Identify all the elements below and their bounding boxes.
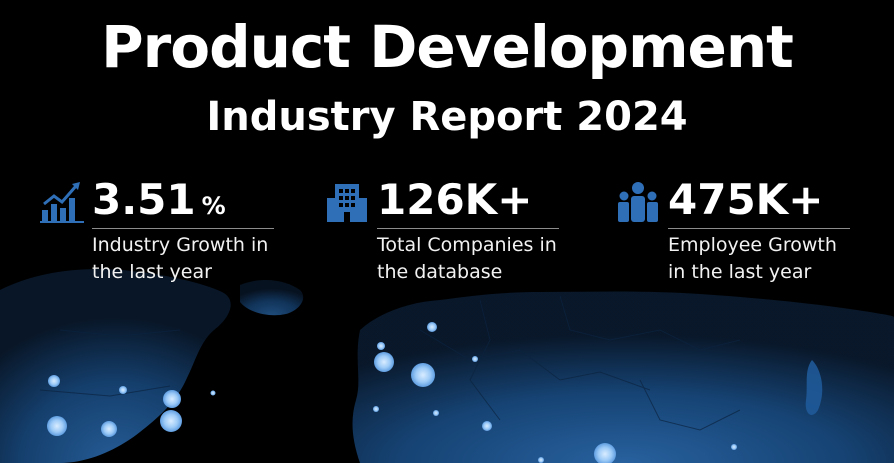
growth-chart-icon [40, 182, 84, 223]
building-icon [327, 184, 367, 222]
stat-value: 3.51% [92, 175, 226, 224]
people-icon [618, 182, 658, 222]
japan-landmass [805, 360, 823, 415]
city-dot [538, 457, 544, 463]
city-dot [373, 406, 379, 412]
city-dot [47, 416, 67, 436]
city-dot [472, 356, 478, 362]
stat-unit: % [201, 192, 226, 220]
city-dot [433, 410, 439, 416]
city-dot [374, 352, 394, 372]
north-america-landmass [0, 269, 231, 463]
divider [377, 228, 559, 229]
city-dot [411, 363, 435, 387]
divider [668, 228, 850, 229]
stat-value: 126K+ [377, 175, 533, 224]
stat-description: Total Companies in the database [377, 234, 557, 283]
divider [92, 228, 274, 229]
city-dot [731, 444, 737, 450]
greenland-landmass [240, 279, 304, 316]
city-dot [482, 421, 492, 431]
page-title: Product Development [101, 13, 794, 81]
city-dot [163, 390, 181, 408]
city-dot [160, 410, 182, 432]
city-dot [427, 322, 437, 332]
city-dot [101, 421, 117, 437]
city-dot [377, 342, 385, 350]
stat-value: 475K+ [668, 175, 824, 224]
stat-description: Employee Growth in the last year [668, 234, 837, 283]
eurasia-landmass [352, 291, 894, 463]
city-dot [48, 375, 60, 387]
city-dot [210, 390, 216, 396]
city-dot [119, 386, 127, 394]
stat-description: Industry Growth in the last year [92, 234, 269, 283]
city-dot [594, 443, 616, 463]
page-subtitle: Industry Report 2024 [206, 94, 688, 140]
city-dots [47, 322, 737, 463]
